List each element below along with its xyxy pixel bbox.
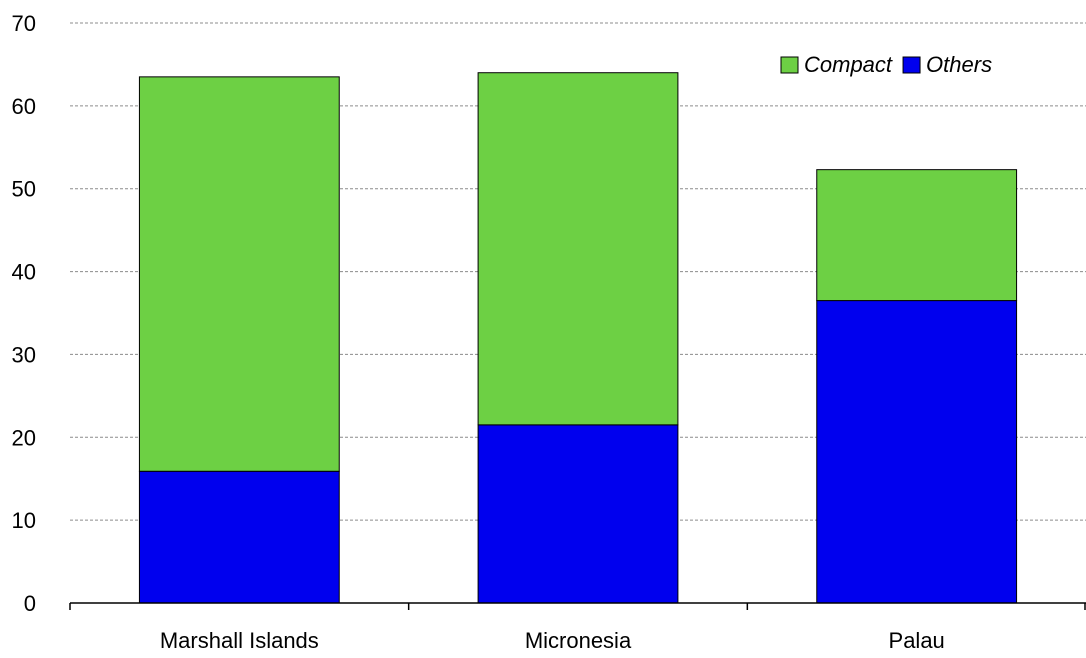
y-tick-label: 60 — [12, 94, 36, 119]
bar-micronesia-others — [477, 424, 679, 604]
y-tick-labels: 0 10 20 30 40 50 60 70 — [12, 11, 36, 616]
legend-label-compact: Compact — [804, 52, 893, 77]
bar-palau-others — [816, 300, 1018, 604]
y-tick-label: 40 — [12, 260, 36, 285]
bar-micronesia-compact — [477, 72, 679, 426]
x-tick-label: Marshall Islands — [160, 628, 319, 653]
x-tick-label: Micronesia — [525, 628, 632, 653]
y-tick-label: 0 — [24, 591, 36, 616]
bars — [138, 72, 1018, 604]
y-tick-label: 10 — [12, 508, 36, 533]
x-tick-labels: Marshall Islands Micronesia Palau — [160, 628, 945, 653]
bar-marshall-islands-others — [138, 470, 340, 604]
bar-palau-compact — [816, 169, 1018, 302]
y-tick-label: 50 — [12, 177, 36, 202]
y-tick-label: 70 — [12, 11, 36, 36]
axes — [69, 602, 1086, 610]
legend: Compact Others — [780, 52, 992, 77]
y-tick-label: 30 — [12, 342, 36, 367]
legend-swatch-compact — [780, 56, 799, 74]
bar-marshall-islands-compact — [138, 76, 340, 472]
legend-label-others: Others — [926, 52, 992, 77]
x-tick-label: Palau — [889, 628, 945, 653]
y-tick-label: 20 — [12, 425, 36, 450]
legend-swatch-others — [902, 56, 921, 74]
